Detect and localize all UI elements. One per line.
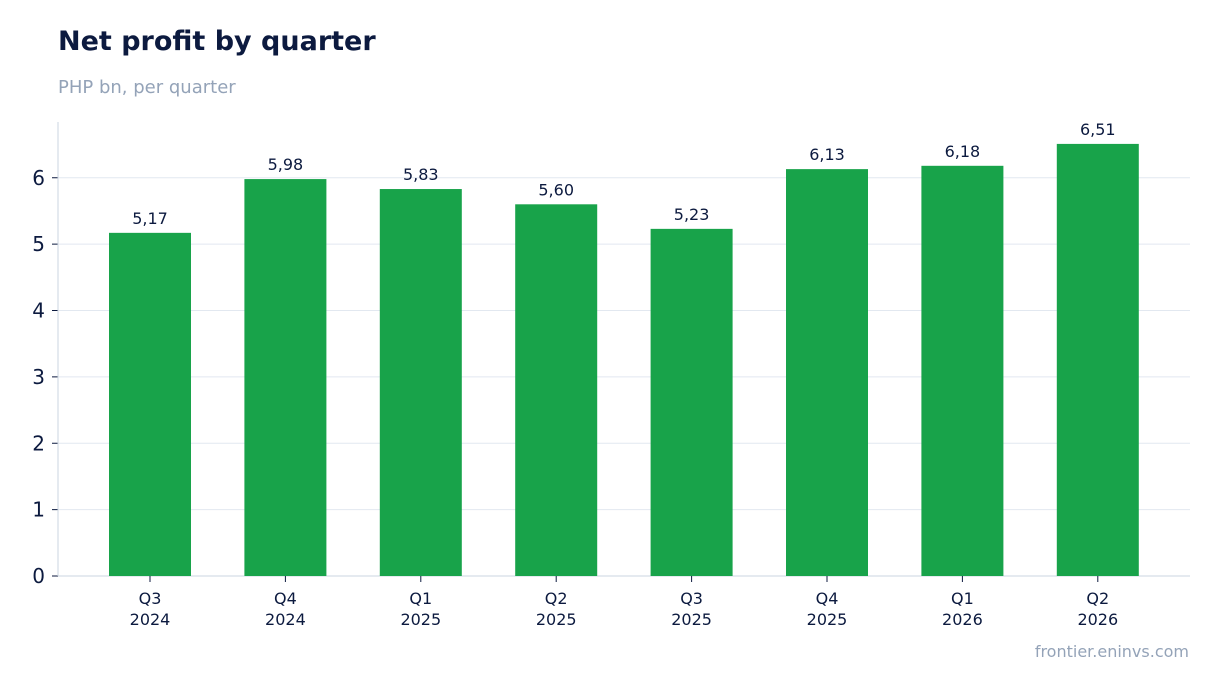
bar xyxy=(921,165,1004,577)
data-label: 5,60 xyxy=(538,180,574,199)
x-tick-label-quarter: Q1 xyxy=(409,589,432,608)
x-tick-label-quarter: Q3 xyxy=(139,589,162,608)
x-tick-label-year: 2025 xyxy=(536,610,577,629)
data-label: 5,83 xyxy=(403,165,439,184)
x-tick-label-quarter: Q4 xyxy=(274,589,297,608)
bar xyxy=(379,189,462,576)
bar xyxy=(786,169,868,576)
x-tick-label-year: 2026 xyxy=(1077,610,1118,629)
y-tick-label: 6 xyxy=(32,166,45,190)
bar xyxy=(109,232,191,576)
x-tick-label-quarter: Q3 xyxy=(680,589,703,608)
x-tick-label-quarter: Q1 xyxy=(951,589,974,608)
bar xyxy=(515,204,598,577)
chart-subtitle: PHP bn, per quarter xyxy=(58,77,236,98)
source-note: frontier.eninvs.com xyxy=(1034,642,1189,661)
grid-layer xyxy=(58,177,1190,511)
y-tick-label: 5 xyxy=(32,232,45,256)
data-label: 5,23 xyxy=(674,205,710,224)
data-label: 6,51 xyxy=(1080,120,1116,139)
y-tick-label: 4 xyxy=(32,299,45,323)
x-tick-label-year: 2025 xyxy=(671,610,712,629)
x-tick-label-year: 2025 xyxy=(400,610,441,629)
x-tick-label-quarter: Q4 xyxy=(816,589,839,608)
data-label: 6,18 xyxy=(945,142,981,161)
data-label: 6,13 xyxy=(809,145,845,164)
bar xyxy=(650,228,733,576)
x-tick-label-quarter: Q2 xyxy=(1086,589,1109,608)
bar xyxy=(1056,143,1139,576)
x-tick-label-year: 2024 xyxy=(265,610,306,629)
y-tick-label: 1 xyxy=(32,498,45,522)
data-label: 5,98 xyxy=(268,155,304,174)
x-tick-label-year: 2024 xyxy=(130,610,171,629)
x-tick-label-year: 2025 xyxy=(807,610,848,629)
y-tick-label: 0 xyxy=(32,564,45,588)
data-label: 5,17 xyxy=(132,209,168,228)
chart-title: Net profit by quarter xyxy=(58,26,376,57)
x-tick-label-year: 2026 xyxy=(942,610,983,629)
axis-layer: 0 1 2 3 4 5 6 Q3 2024 Q4 2024 Q1 2025 Q2 2025 Q3 2025 Q4 2… xyxy=(32,122,1190,629)
bar xyxy=(244,179,327,576)
labels-layer: 5,17 5,98 5,83 5,60 5,23 6,13 6,18 6,51 xyxy=(132,120,1115,228)
bars-layer xyxy=(109,143,1139,577)
y-tick-label: 2 xyxy=(32,431,45,455)
y-tick-label: 3 xyxy=(32,365,45,389)
x-tick-label-quarter: Q2 xyxy=(545,589,568,608)
